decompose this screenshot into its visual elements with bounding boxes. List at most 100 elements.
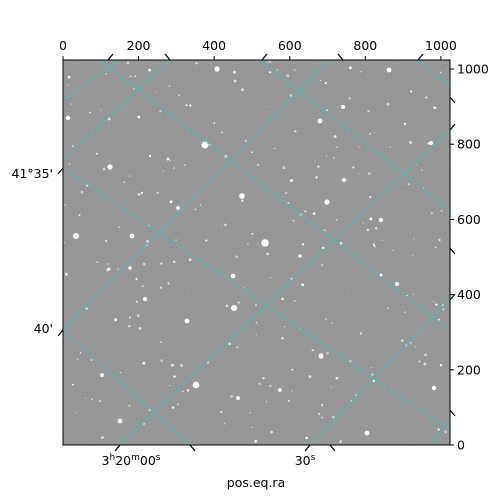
star	[438, 238, 441, 242]
star	[429, 141, 433, 145]
star	[194, 208, 197, 211]
star	[64, 204, 67, 206]
star	[228, 342, 232, 346]
right-axis-tick-label: 400	[457, 287, 481, 302]
star	[117, 268, 120, 270]
star	[184, 164, 186, 166]
star	[68, 162, 71, 165]
grid-line	[63, 60, 121, 101]
star	[432, 300, 434, 302]
star	[330, 386, 332, 388]
star	[321, 264, 324, 267]
star	[290, 179, 293, 182]
dec-tick-label: 40'	[34, 321, 53, 336]
star	[166, 157, 170, 161]
star	[317, 165, 320, 168]
star	[378, 217, 384, 223]
star	[101, 436, 104, 439]
star	[102, 167, 106, 171]
wcs-tick-marks	[57, 53, 456, 452]
star	[220, 131, 223, 134]
star	[154, 91, 157, 93]
star	[411, 254, 414, 257]
star	[386, 67, 392, 73]
star	[401, 339, 404, 342]
grid-line	[309, 299, 450, 445]
star	[79, 352, 82, 354]
star	[117, 418, 123, 424]
wcs-tick	[189, 444, 196, 452]
star	[148, 224, 150, 227]
star	[214, 66, 220, 72]
star	[170, 363, 174, 367]
star	[293, 69, 296, 71]
star	[433, 106, 436, 109]
star	[414, 346, 416, 348]
star	[269, 71, 272, 74]
star	[240, 88, 244, 92]
star	[67, 75, 71, 79]
star	[288, 399, 290, 402]
star	[184, 318, 190, 324]
star	[416, 164, 418, 166]
star	[290, 277, 293, 281]
star	[321, 405, 324, 407]
star	[435, 303, 438, 306]
star	[169, 384, 171, 387]
star	[128, 175, 131, 177]
star	[251, 426, 253, 429]
star	[349, 66, 352, 70]
star	[171, 406, 175, 409]
star	[230, 273, 236, 279]
star	[104, 239, 108, 243]
star	[291, 368, 294, 371]
wcs-tick	[57, 329, 64, 337]
star	[220, 225, 222, 227]
star	[85, 397, 87, 400]
wcs-tick	[114, 444, 121, 452]
grid-line	[63, 329, 191, 445]
star	[160, 286, 163, 289]
star	[430, 212, 433, 215]
star	[331, 322, 333, 324]
star	[223, 422, 226, 425]
star	[406, 294, 408, 297]
star	[442, 308, 445, 311]
star	[427, 142, 430, 145]
star	[389, 146, 392, 148]
star	[230, 394, 234, 398]
star	[172, 260, 176, 264]
star	[410, 90, 413, 93]
star	[323, 229, 326, 232]
star	[318, 353, 324, 359]
star	[269, 276, 272, 279]
star	[308, 375, 312, 379]
star	[325, 109, 329, 112]
star	[256, 163, 260, 167]
right-pixel-axis: 0 200 400 600 800 1000	[450, 62, 489, 453]
dec-tick-label: 41°35'	[12, 166, 54, 181]
star	[304, 210, 307, 213]
star	[100, 373, 104, 377]
star	[64, 272, 68, 276]
star	[180, 364, 184, 367]
star	[195, 61, 198, 65]
star	[169, 200, 173, 204]
star	[143, 297, 147, 301]
star	[254, 304, 258, 307]
grid-line	[414, 60, 450, 86]
star	[362, 222, 364, 224]
grid-line	[99, 60, 450, 331]
star	[149, 155, 152, 158]
star	[404, 311, 406, 314]
star	[387, 307, 389, 309]
star	[439, 71, 442, 74]
star	[364, 430, 370, 436]
star	[294, 130, 297, 133]
star	[205, 239, 208, 242]
star	[255, 334, 257, 336]
star	[339, 440, 342, 443]
star	[386, 102, 390, 106]
star	[369, 217, 373, 221]
star	[167, 282, 170, 285]
